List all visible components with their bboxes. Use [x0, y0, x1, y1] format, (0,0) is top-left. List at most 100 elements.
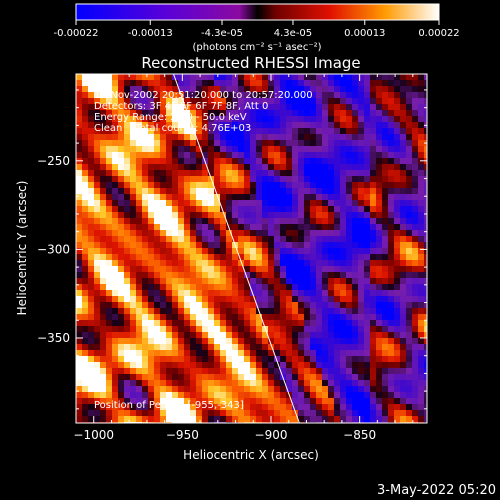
heatmap-cell — [310, 380, 317, 387]
heatmap-cell — [172, 146, 179, 153]
heatmap-cell — [226, 308, 233, 315]
heatmap-cell — [370, 86, 377, 93]
heatmap-cell — [100, 296, 107, 303]
heatmap-cell — [184, 200, 191, 207]
heatmap-cell — [82, 266, 89, 273]
heatmap-cell — [88, 272, 95, 279]
heatmap-cell — [376, 104, 383, 111]
heatmap-cell — [190, 404, 197, 411]
heatmap-cell — [214, 374, 221, 381]
heatmap-cell — [304, 398, 311, 405]
heatmap-cell — [100, 326, 107, 333]
heatmap-cell — [214, 386, 221, 393]
heatmap-cell — [154, 272, 161, 279]
heatmap-cell — [76, 92, 83, 99]
heatmap-cell — [358, 104, 365, 111]
heatmap-cell — [334, 284, 341, 291]
heatmap-cell — [136, 302, 143, 309]
heatmap-cell — [118, 398, 125, 405]
heatmap-cell — [394, 98, 401, 105]
heatmap-cell — [424, 350, 427, 357]
heatmap-cell — [76, 140, 83, 147]
heatmap-cell — [124, 368, 131, 375]
heatmap-cell — [418, 218, 425, 225]
heatmap-cell — [148, 122, 155, 129]
heatmap-cell — [172, 332, 179, 339]
heatmap-cell — [286, 386, 293, 393]
heatmap-cell — [388, 92, 395, 99]
heatmap-cell — [124, 134, 131, 141]
heatmap-cell — [250, 128, 257, 135]
heatmap-cell — [106, 110, 113, 117]
heatmap-cell — [82, 152, 89, 159]
heatmap-cell — [352, 404, 359, 411]
heatmap-cell — [190, 338, 197, 345]
heatmap-cell — [262, 218, 269, 225]
heatmap-cell — [124, 410, 131, 417]
heatmap-cell — [424, 110, 427, 117]
heatmap-cell — [274, 236, 281, 243]
heatmap-cell — [112, 164, 119, 171]
heatmap-cell — [202, 104, 209, 111]
heatmap-cell — [142, 416, 149, 423]
heatmap-cell — [202, 260, 209, 267]
heatmap-cell — [412, 164, 419, 171]
heatmap-cell — [424, 182, 427, 189]
heatmap-cell — [100, 242, 107, 249]
heatmap-cell — [112, 176, 119, 183]
heatmap-cell — [316, 212, 323, 219]
heatmap-cell — [202, 116, 209, 123]
heatmap-cell — [274, 338, 281, 345]
heatmap-cell — [370, 152, 377, 159]
heatmap-cell — [112, 134, 119, 141]
heatmap-cell — [190, 140, 197, 147]
solar-limb-line — [173, 74, 300, 423]
heatmap-cell — [370, 290, 377, 297]
heatmap-cell — [202, 86, 209, 93]
heatmap-cell — [244, 188, 251, 195]
heatmap-cell — [166, 188, 173, 195]
heatmap-cell — [160, 98, 167, 105]
heatmap-cell — [376, 278, 383, 285]
heatmap-cell — [280, 230, 287, 237]
heatmap-cell — [154, 326, 161, 333]
heatmap-cell — [82, 320, 89, 327]
heatmap-cell — [412, 128, 419, 135]
heatmap-cell — [400, 92, 407, 99]
heatmap-cell — [376, 170, 383, 177]
heatmap-cell — [388, 344, 395, 351]
heatmap-cell — [226, 344, 233, 351]
heatmap-cell — [106, 236, 113, 243]
heatmap-cell — [388, 110, 395, 117]
heatmap-cell — [148, 356, 155, 363]
heatmap-cell — [394, 128, 401, 135]
heatmap-cell — [190, 92, 197, 99]
heatmap-cell — [346, 302, 353, 309]
heatmap-cell — [298, 380, 305, 387]
heatmap-cell — [250, 212, 257, 219]
heatmap-cell — [82, 242, 89, 249]
heatmap-cell — [346, 92, 353, 99]
heatmap-cell — [244, 296, 251, 303]
heatmap-cell — [424, 254, 427, 261]
heatmap-cell — [310, 206, 317, 213]
heatmap-cell — [346, 344, 353, 351]
heatmap-cell — [178, 308, 185, 315]
heatmap-cell — [154, 230, 161, 237]
heatmap-cell — [208, 182, 215, 189]
heatmap-cell — [172, 230, 179, 237]
heatmap-cell — [112, 158, 119, 165]
heatmap-cell — [208, 320, 215, 327]
heatmap-cell — [154, 212, 161, 219]
heatmap-cell — [226, 74, 233, 81]
heatmap-cell — [364, 74, 371, 81]
heatmap-cell — [304, 194, 311, 201]
heatmap-cell — [322, 410, 329, 417]
heatmap-cell — [184, 212, 191, 219]
heatmap-cell — [112, 290, 119, 297]
heatmap-cell — [142, 170, 149, 177]
heatmap-cell — [262, 356, 269, 363]
heatmap-cell — [298, 176, 305, 183]
heatmap-cell — [118, 254, 125, 261]
heatmap-cell — [322, 74, 329, 81]
